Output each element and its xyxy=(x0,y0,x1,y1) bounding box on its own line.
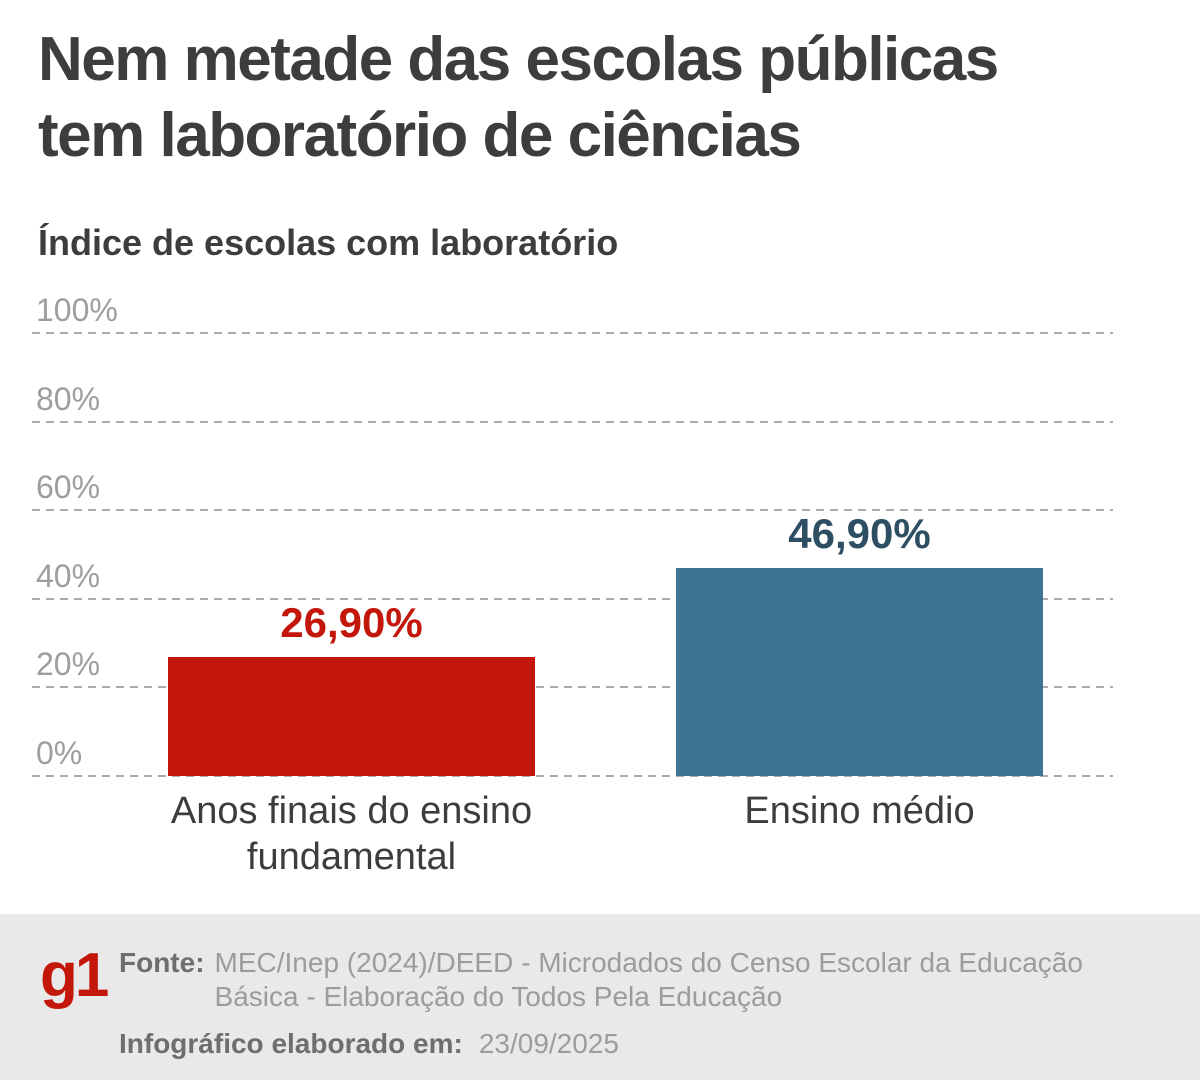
source-text: MEC/Inep (2024)/DEED - Microdados do Cen… xyxy=(215,946,1083,1014)
page-title-line2: tem laboratório de ciências xyxy=(38,101,802,170)
y-tick-label-60%: 60% xyxy=(36,469,101,506)
x-category-label-ensino-medio: Ensino médio xyxy=(744,790,975,832)
bar-value-label-anos-finais: 26,90% xyxy=(280,598,423,646)
bar-value-label-ensino-medio: 46,90% xyxy=(788,510,931,558)
y-tick-label-20%: 20% xyxy=(36,646,101,683)
gridline-0% xyxy=(32,775,1113,777)
source-text-line1: MEC/Inep (2024)/DEED - Microdados do Cen… xyxy=(214,947,1083,978)
bar-chart-plot-area: 0% 20% 40% 60% 80% 100% 26,90% 46,90% xyxy=(32,292,1113,777)
chart-subtitle: Índice de escolas com laboratório xyxy=(38,222,619,263)
bar-ensino-medio xyxy=(676,568,1043,776)
date-label: Infográfico elaborado em: xyxy=(119,1028,463,1059)
gridline-80% xyxy=(32,420,1113,423)
bar-anos-finais xyxy=(168,656,535,776)
y-tick-label-40%: 40% xyxy=(36,557,101,594)
source-text-line2: Básica - Elaboração do Todos Pela Educaç… xyxy=(214,981,783,1012)
source-row: Fonte: MEC/Inep (2024)/DEED - Microdados… xyxy=(119,946,1149,1014)
source-label: Fonte: xyxy=(119,947,205,978)
gridline-100% xyxy=(32,332,1113,334)
g1-logo: g1 xyxy=(40,941,109,1010)
date-value: 23/09/2025 xyxy=(478,1028,619,1059)
gridline-60% xyxy=(32,509,1113,512)
gridline-40% xyxy=(32,597,1113,600)
page-title: Nem metade das escolas públicas tem labo… xyxy=(38,22,999,174)
y-tick-label-80%: 80% xyxy=(36,380,101,417)
x-category-label-anos-finais: Anos finais do ensino fundamental xyxy=(170,790,533,878)
y-tick-label-0%: 0% xyxy=(36,735,83,771)
footer-text: Fonte: MEC/Inep (2024)/DEED - Microdados… xyxy=(119,946,1149,1061)
date-row: Infográfico elaborado em: 23/09/2025 xyxy=(119,1027,1149,1061)
page-title-line1: Nem metade das escolas públicas xyxy=(38,25,999,94)
footer: g1 Fonte: MEC/Inep (2024)/DEED - Microda… xyxy=(0,914,1200,1080)
gridline-20% xyxy=(32,686,1113,689)
y-tick-label-100%: 100% xyxy=(36,292,118,328)
